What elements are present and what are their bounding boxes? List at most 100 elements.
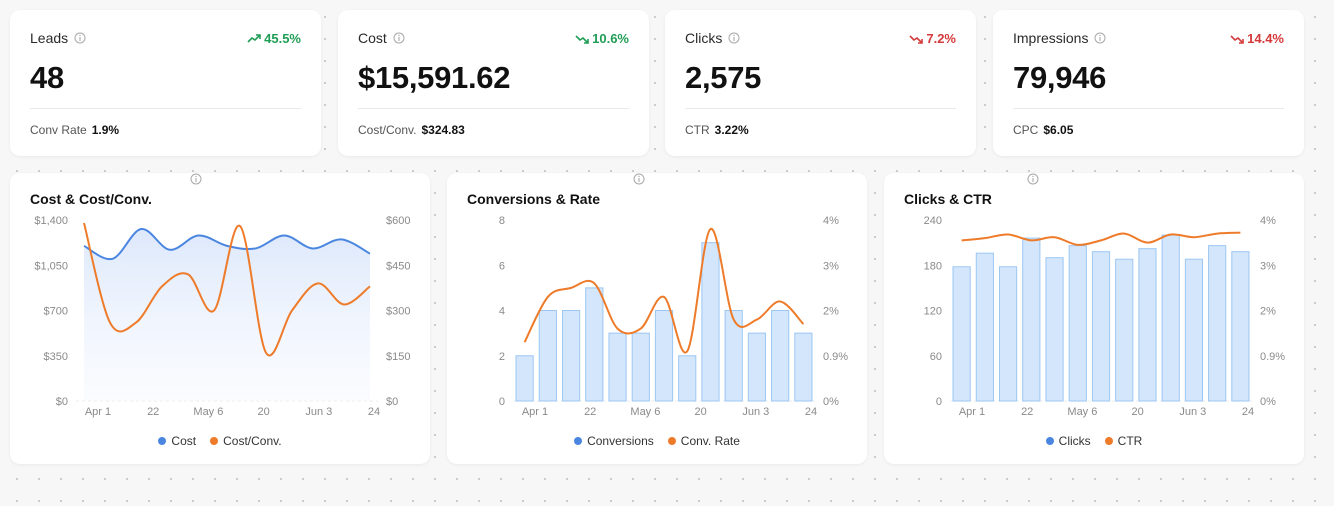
trend-down-icon [575, 34, 589, 44]
legend-dot [667, 437, 676, 445]
y-left-tick-label: 8 [499, 215, 505, 227]
legend-item-conversions[interactable]: Conversions [574, 434, 654, 448]
info-icon[interactable] [1094, 32, 1106, 44]
kpi-sub-label: CTR [685, 123, 710, 137]
kpi-title-text: Impressions [1013, 30, 1089, 46]
kpi-sub-label: Cost/Conv. [358, 123, 417, 137]
y-right-tick-label: $0 [386, 396, 398, 408]
bar[interactable] [654, 310, 674, 402]
x-tick-label: 24 [368, 406, 380, 418]
kpi-value: $15,591.62 [358, 60, 511, 95]
kpi-sub-label: Conv Rate [30, 123, 87, 137]
y-left-tick-label: 60 [930, 351, 942, 363]
bar[interactable] [585, 287, 604, 402]
x-tick-label: 20 [1131, 406, 1143, 418]
kpi-sub-value: 1.9% [91, 123, 120, 137]
bar[interactable] [1091, 251, 1111, 402]
bar[interactable] [608, 332, 627, 402]
y-right-tick-label: $600 [386, 215, 410, 227]
bar[interactable] [701, 242, 720, 402]
bar[interactable] [998, 266, 1018, 402]
bar[interactable] [794, 332, 813, 402]
bar[interactable] [724, 310, 743, 402]
bar[interactable] [631, 332, 650, 402]
kpi-card-leads: Leads 45.5% 48 Conv Rate 1.9% [10, 10, 321, 156]
kpi-value: 2,575 [685, 60, 762, 95]
bar[interactable] [952, 266, 971, 402]
trend-down-icon [909, 34, 924, 44]
bar[interactable] [515, 355, 534, 402]
trend-up-icon [247, 33, 261, 43]
legend-label: Clicks [1058, 434, 1091, 448]
kpi-card-clicks: Clicks 7.2% 2,575 CTR 3.22% [665, 10, 976, 156]
legend-item-clicks[interactable]: Clicks [1045, 434, 1091, 448]
bar[interactable] [1231, 251, 1250, 402]
bar[interactable] [771, 310, 790, 402]
chart-card-cost: Cost & Cost/Conv. $0 $350 $700 $1,050 $1,400… [10, 173, 430, 464]
bar[interactable] [1045, 257, 1064, 402]
chart-plot: $0 $350 $700 $1,050 $1,400 $0 $150 $300 $450 $600… [34, 215, 410, 418]
legend-item-conv-rate[interactable]: Conv. Rate [667, 434, 740, 448]
chart-title: Conversions & Rate [467, 191, 601, 207]
info-icon[interactable] [633, 173, 645, 185]
x-tick-label: Apr 1 [85, 406, 111, 418]
kpi-card-cost: Cost 10.6% $15,591.62 Cost/Conv. $324.83 [338, 10, 649, 156]
bar[interactable] [975, 252, 994, 402]
series-line-secondary[interactable] [523, 228, 805, 354]
bar[interactable] [1161, 234, 1180, 402]
y-right-tick-label: 2% [1260, 306, 1276, 318]
kpi-sub-label: CPC [1013, 123, 1039, 137]
chart-title: Clicks & CTR [904, 191, 992, 207]
kpi-change: 45.5% [247, 31, 301, 46]
bar[interactable] [678, 355, 697, 402]
info-icon[interactable] [1027, 173, 1039, 185]
series-line-secondary[interactable] [961, 231, 1241, 246]
bar[interactable] [538, 310, 557, 402]
legend-dot [1045, 437, 1054, 445]
kpi-title: Cost [358, 30, 405, 46]
x-tick-label: 24 [1242, 406, 1254, 418]
y-right-tick-label: 4% [823, 215, 839, 227]
bar[interactable] [1115, 258, 1134, 402]
legend-item-ctr[interactable]: CTR [1104, 434, 1143, 448]
chart-legend: Conversions Conv. Rate [447, 434, 867, 448]
info-icon[interactable] [728, 32, 740, 44]
legend-dot [574, 437, 583, 445]
kpi-sub: CPC $6.05 [1013, 123, 1073, 137]
legend-label: Cost/Conv. [223, 434, 282, 448]
info-icon[interactable] [74, 32, 86, 44]
kpi-change: 10.6% [575, 31, 629, 46]
bar[interactable] [747, 332, 767, 402]
y-left-tick-label: 0 [936, 396, 942, 408]
bar[interactable] [1068, 245, 1087, 402]
bar[interactable] [1022, 237, 1041, 402]
divider [685, 108, 956, 109]
legend-label: CTR [1117, 434, 1143, 448]
legend-item-cost-conv[interactable]: Cost/Conv. [210, 434, 282, 448]
kpi-sub: Conv Rate 1.9% [30, 123, 119, 137]
y-right-tick-label: 0% [823, 396, 839, 408]
legend-item-cost[interactable]: Cost [158, 434, 196, 448]
info-icon[interactable] [190, 173, 202, 185]
info-icon[interactable] [393, 32, 405, 44]
x-tick-label: Jun 3 [305, 406, 332, 418]
x-tick-label: 22 [584, 406, 596, 418]
x-tick-label: Jun 3 [742, 406, 769, 418]
legend-label: Conversions [587, 434, 654, 448]
legend-label: Conv. Rate [680, 434, 740, 448]
y-left-tick-label: $0 [56, 396, 68, 408]
series-line-primary[interactable] [83, 228, 371, 261]
y-left-tick-label: $700 [44, 306, 68, 318]
chart-card-conversions: Conversions & Rate 0 2 4 6 8 0% 0.9% 2% 3% 4% Apr … [447, 173, 867, 464]
bar[interactable] [1208, 245, 1227, 402]
kpi-sub-value: $6.05 [1043, 123, 1074, 137]
series-line-secondary[interactable] [83, 222, 371, 357]
kpi-title-text: Cost [358, 30, 387, 46]
bar[interactable] [1138, 248, 1157, 402]
bar[interactable] [561, 310, 581, 402]
kpi-title: Clicks [685, 30, 740, 46]
y-left-tick-label: 4 [499, 306, 505, 318]
x-tick-label: 22 [147, 406, 159, 418]
bar[interactable] [1184, 258, 1204, 402]
